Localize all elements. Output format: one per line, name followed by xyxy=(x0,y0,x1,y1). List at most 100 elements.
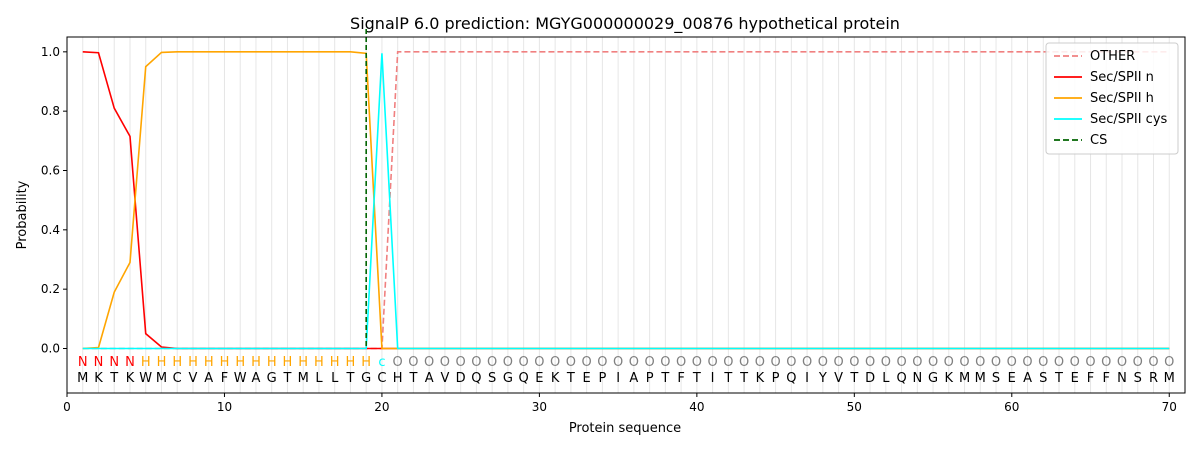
region-label: N xyxy=(78,355,88,370)
region-label: O xyxy=(959,355,969,370)
region-label: O xyxy=(912,355,922,370)
region-label: O xyxy=(440,355,450,370)
residue-label: A xyxy=(252,371,261,386)
legend-box xyxy=(1045,42,1179,155)
x-axis-label: Protein sequence xyxy=(569,421,681,436)
y-axis-label: Probability xyxy=(15,180,30,249)
y-tick-label: 0.6 xyxy=(41,164,60,178)
residue-label: L xyxy=(882,371,890,386)
residue-label: T xyxy=(723,371,732,386)
region-label: O xyxy=(676,355,686,370)
sequence-labels: NMNKNTNKHWHMHCHVHAHFHWHAHGHTHMHLHLHTHGcC… xyxy=(77,355,1175,386)
residue-label: N xyxy=(912,371,922,386)
residue-label: S xyxy=(992,371,1000,386)
residue-label: K xyxy=(756,371,765,386)
residue-label: Q xyxy=(471,371,481,386)
chart-title: SignalP 6.0 prediction: MGYG000000029_00… xyxy=(350,14,900,34)
region-label: H xyxy=(330,355,340,370)
legend-label: Sec/SPII h xyxy=(1090,91,1154,106)
residue-label: D xyxy=(456,371,466,386)
residue-label: G xyxy=(267,371,277,386)
residue-label: T xyxy=(109,371,118,386)
residue-label: P xyxy=(646,371,654,386)
region-label: O xyxy=(755,355,765,370)
region-label: O xyxy=(660,355,670,370)
region-label: H xyxy=(204,355,214,370)
region-label: c xyxy=(378,355,385,370)
region-label: O xyxy=(975,355,985,370)
residue-label: T xyxy=(282,371,291,386)
region-label: H xyxy=(251,355,261,370)
residue-label: Q xyxy=(786,371,796,386)
residue-label: F xyxy=(677,371,684,386)
region-label: H xyxy=(157,355,167,370)
region-label: O xyxy=(1022,355,1032,370)
region-label: O xyxy=(1007,355,1017,370)
residue-label: A xyxy=(425,371,434,386)
region-label: N xyxy=(94,355,104,370)
residue-label: D xyxy=(865,371,875,386)
region-label: O xyxy=(896,355,906,370)
residue-label: Q xyxy=(896,371,906,386)
residue-label: M xyxy=(298,371,309,386)
x-tick-label: 60 xyxy=(1004,400,1019,414)
region-label: H xyxy=(141,355,151,370)
residue-label: C xyxy=(377,371,386,386)
residue-label: M xyxy=(1164,371,1175,386)
plot-frame xyxy=(66,36,1186,394)
region-label: O xyxy=(519,355,529,370)
residue-label: K xyxy=(945,371,954,386)
region-label: O xyxy=(1133,355,1143,370)
x-tick-label: 10 xyxy=(217,400,232,414)
region-label: O xyxy=(471,355,481,370)
residue-label: W xyxy=(139,371,152,386)
residue-label: K xyxy=(551,371,560,386)
residue-label: H xyxy=(393,371,403,386)
region-label: O xyxy=(424,355,434,370)
region-label: H xyxy=(314,355,324,370)
residue-label: T xyxy=(692,371,701,386)
region-label: O xyxy=(597,355,607,370)
region-label: O xyxy=(456,355,466,370)
legend-label: OTHER xyxy=(1090,49,1135,64)
y-tick-label: 0.4 xyxy=(41,223,60,237)
y-tick-label: 0.2 xyxy=(41,282,60,296)
region-label: O xyxy=(582,355,592,370)
region-label: H xyxy=(267,355,277,370)
region-label: O xyxy=(818,355,828,370)
residue-label: A xyxy=(204,371,213,386)
region-label: O xyxy=(739,355,749,370)
grid-layer xyxy=(82,37,1170,393)
residue-label: M xyxy=(77,371,88,386)
region-label: O xyxy=(408,355,418,370)
x-tick-label: 70 xyxy=(1162,400,1177,414)
residue-label: L xyxy=(331,371,339,386)
residue-label: I xyxy=(805,371,809,386)
residue-label: E xyxy=(535,371,543,386)
region-label: O xyxy=(550,355,560,370)
series-line-sec-spii-cys xyxy=(82,53,1170,350)
region-label: O xyxy=(833,355,843,370)
residue-label: T xyxy=(566,371,575,386)
region-label: O xyxy=(707,355,717,370)
residue-label: V xyxy=(834,371,843,386)
region-label: H xyxy=(346,355,356,370)
legend-label: Sec/SPII n xyxy=(1090,70,1154,85)
residue-label: Q xyxy=(519,371,529,386)
region-label: O xyxy=(1070,355,1080,370)
residue-label: V xyxy=(440,371,449,386)
residue-label: V xyxy=(189,371,198,386)
region-label: O xyxy=(566,355,576,370)
region-label: H xyxy=(188,355,198,370)
residue-label: T xyxy=(849,371,858,386)
residue-label: M xyxy=(156,371,167,386)
residue-label: P xyxy=(772,371,780,386)
region-label: N xyxy=(109,355,119,370)
region-label: O xyxy=(1054,355,1064,370)
residue-label: G xyxy=(361,371,371,386)
y-tick-label: 0.0 xyxy=(41,342,60,356)
region-label: H xyxy=(283,355,293,370)
series-line-sec-spii-h xyxy=(82,51,1170,350)
